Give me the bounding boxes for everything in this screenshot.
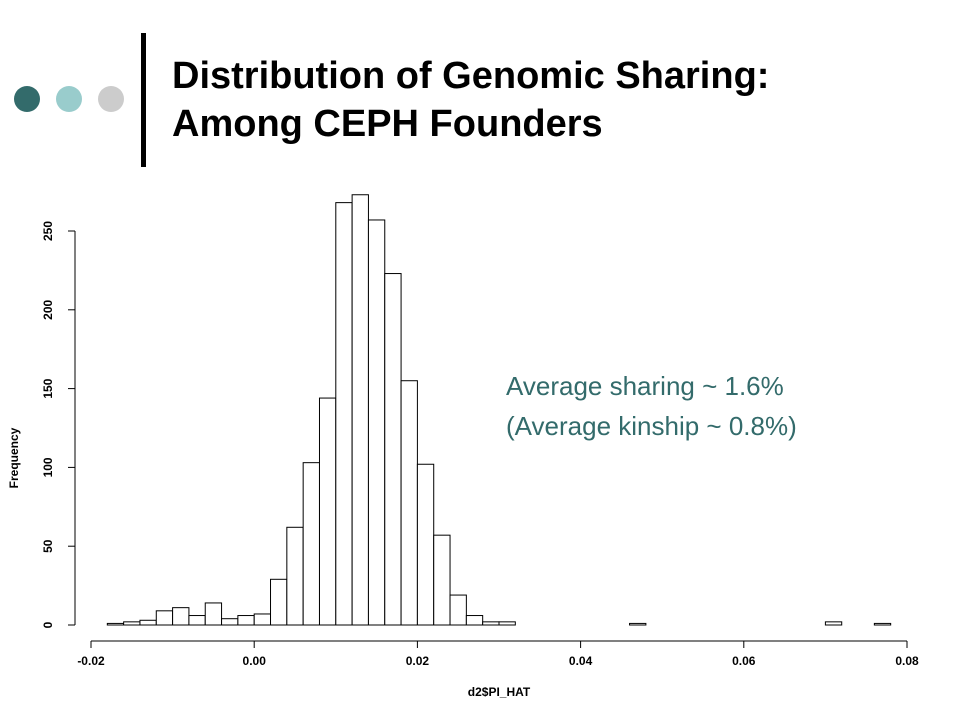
- histogram-bar: [367, 219, 386, 626]
- x-tick-label: 0.06: [732, 654, 756, 668]
- y-tick-label: 100: [41, 457, 55, 477]
- histogram-bar: [172, 607, 190, 626]
- histogram-bar: [139, 619, 157, 626]
- histogram-bar: [498, 621, 516, 626]
- annotation-line-1: Average sharing ~ 1.6%: [506, 371, 784, 401]
- histogram-bar: [465, 615, 484, 626]
- histogram-bar: [351, 194, 369, 626]
- histogram-bar: [318, 397, 337, 626]
- histogram-bar: [482, 621, 500, 626]
- histogram-bar: [416, 463, 435, 626]
- histogram-bar: [824, 621, 843, 626]
- annotation: Average sharing ~ 1.6% (Average kinship …: [506, 366, 797, 446]
- histogram-bar: [221, 618, 239, 626]
- y-axis-title: Frequency: [7, 427, 21, 488]
- histogram-bar: [204, 602, 223, 626]
- histogram-bar: [237, 615, 255, 626]
- histogram-bar: [270, 578, 288, 626]
- histogram-bar: [873, 622, 892, 626]
- slide-title-line-1: Distribution of Genomic Sharing:: [172, 55, 770, 97]
- title-divider: [141, 33, 146, 167]
- histogram-bar: [123, 621, 141, 626]
- histogram-bar: [188, 615, 206, 626]
- histogram-bar: [286, 526, 304, 626]
- histogram-bar: [106, 622, 125, 626]
- histogram-bar: [629, 622, 647, 626]
- y-tick-label: 0: [41, 621, 55, 628]
- histogram-bar: [155, 610, 174, 626]
- x-axis-title: d2$PI_HAT: [468, 685, 531, 699]
- histogram-bar: [253, 613, 272, 626]
- histogram-bar: [384, 273, 402, 626]
- y-tick-label: 150: [41, 378, 55, 398]
- histogram-bar: [400, 380, 418, 626]
- slide-title-line-2: Among CEPH Founders: [172, 103, 603, 145]
- x-tick-label: 0.08: [895, 654, 919, 668]
- dot-gray: [98, 86, 124, 112]
- histogram-bar: [433, 534, 451, 626]
- x-tick-label: 0.04: [569, 654, 593, 668]
- histogram-bar: [302, 462, 320, 626]
- x-tick-label: 0.02: [406, 654, 430, 668]
- annotation-line-2: (Average kinship ~ 0.8%): [506, 411, 797, 441]
- x-tick-label: -0.02: [77, 654, 105, 668]
- histogram-bar: [335, 202, 353, 626]
- y-tick-label: 50: [41, 539, 55, 553]
- y-tick-label: 200: [41, 299, 55, 319]
- x-tick-label: 0.00: [243, 654, 267, 668]
- y-tick-label: 250: [41, 221, 55, 241]
- dot-dark-teal: [14, 86, 40, 112]
- histogram-bar: [449, 594, 467, 626]
- decorative-dots: [14, 86, 124, 114]
- slide-title: Distribution of Genomic Sharing: Among C…: [172, 52, 769, 148]
- dot-light-teal: [56, 86, 82, 112]
